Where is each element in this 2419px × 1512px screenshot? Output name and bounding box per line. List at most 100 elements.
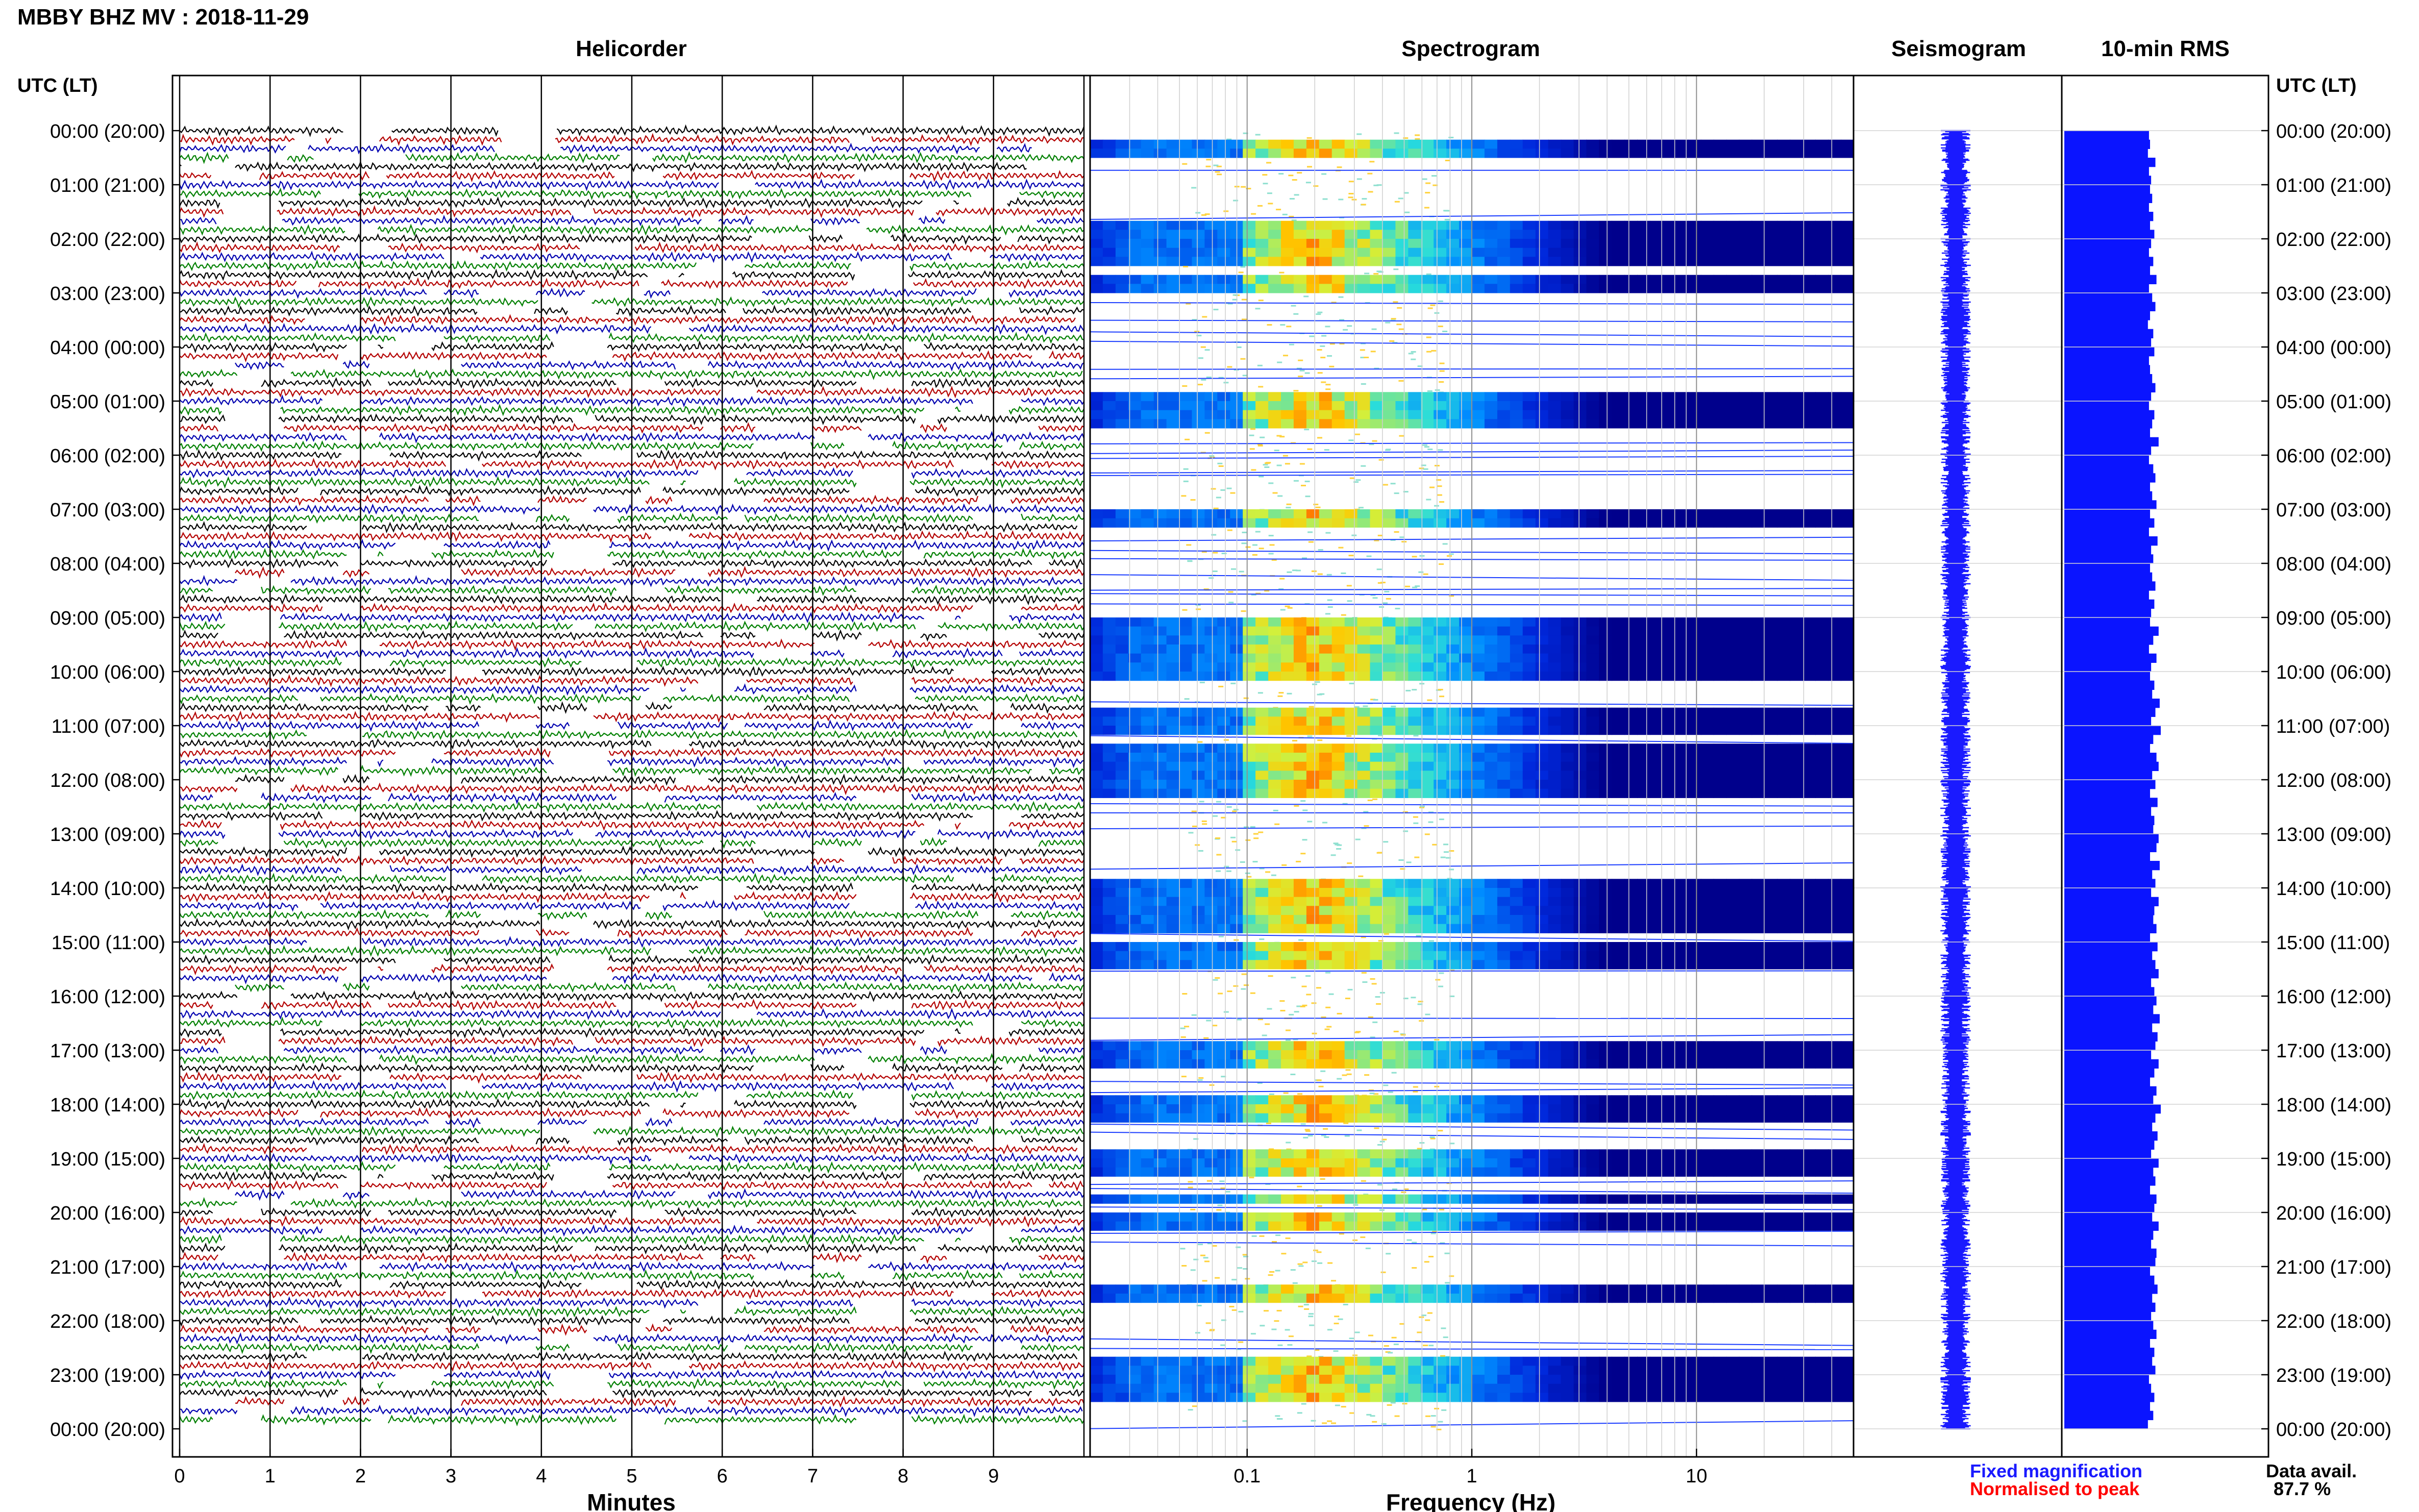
spectrogram-cell [1243, 220, 1256, 230]
spectrogram-cell [1319, 924, 1332, 933]
spectrogram-cell [1217, 247, 1230, 257]
spectrogram-cell [1395, 1104, 1409, 1114]
spectrogram-cell [1153, 1194, 1167, 1204]
spectrogram-speckle [1227, 990, 1232, 993]
spectrogram-cell [1726, 1393, 1740, 1402]
spectrogram-speckle [1287, 607, 1293, 609]
spectrogram-cell [1102, 780, 1116, 789]
spectrogram-speckle [1264, 1310, 1269, 1312]
spectrogram-cell [1713, 239, 1727, 249]
spectrogram-cell [1293, 653, 1307, 663]
spectrogram-cell [1344, 924, 1358, 933]
spectrogram-cell [1815, 788, 1829, 798]
spectrogram-cell [1561, 1095, 1574, 1105]
spectrogram-cell [1357, 518, 1371, 528]
spectrogram-cell [1751, 1041, 1765, 1051]
spectrogram-cell [1688, 230, 1701, 239]
spectrogram-cell [1586, 897, 1600, 906]
spectrogram-cell [1459, 924, 1472, 933]
spectrogram-cell [1357, 672, 1371, 681]
spectrogram-cell [1243, 951, 1256, 960]
spectrogram-cell [1484, 1167, 1498, 1177]
spectrogram-cell [1777, 1104, 1791, 1114]
time-label-left: 20:00 (16:00) [50, 1203, 165, 1224]
spectrogram-cell [1510, 1212, 1523, 1222]
spectrogram-cell [1383, 257, 1396, 266]
spectrogram-cell [1090, 897, 1103, 906]
spectrogram-cell [1751, 247, 1765, 257]
spectrogram-cell [1803, 518, 1816, 528]
spectrogram-cell [1700, 626, 1714, 636]
spectrogram-cell [1459, 1095, 1472, 1105]
spectrogram-speckle [1220, 489, 1226, 491]
spectrogram-cell [1102, 247, 1116, 257]
spectrogram-speckle [1427, 449, 1433, 451]
spectrogram-cell [1166, 392, 1180, 402]
spectrogram-cell [1599, 888, 1612, 898]
spectrogram-cell [1548, 1383, 1562, 1393]
spectrogram-cell [1548, 771, 1562, 780]
spectrogram-cell [1383, 716, 1396, 726]
spectrogram-cell [1344, 788, 1358, 798]
spectrogram-speckle [1403, 192, 1409, 194]
spectrogram-cell [1726, 148, 1740, 158]
spectrogram-cell [1115, 392, 1129, 402]
spectrogram-cell [1815, 653, 1829, 663]
spectrogram-cell [1217, 1356, 1230, 1366]
spectrogram-cell [1281, 1194, 1294, 1204]
spectrogram-cell [1751, 419, 1765, 429]
spectrogram-cell [1319, 1221, 1332, 1231]
spectrogram-cell [1166, 960, 1180, 970]
spectrogram-cell [1803, 951, 1816, 960]
spectrogram-cell [1841, 1149, 1854, 1159]
spectrogram-speckle [1384, 933, 1389, 935]
spectrogram-cell [1624, 230, 1638, 239]
spectrogram-cell [1510, 1113, 1523, 1123]
helicorder-trace [179, 926, 1084, 939]
spectrogram-cell [1472, 879, 1485, 888]
spectrogram-cell [1192, 1393, 1205, 1402]
spectrogram-cell [1102, 284, 1116, 293]
spectrogram-cell [1484, 915, 1498, 925]
spectrogram-cell [1739, 888, 1752, 898]
spectrogram-cell [1522, 1041, 1536, 1051]
spectrogram-cell [1573, 915, 1587, 925]
spectrogram-cell [1179, 672, 1193, 681]
spectrogram-cell [1713, 897, 1727, 906]
spectrogram-cell [1102, 716, 1116, 726]
spectrogram-speckle [1226, 487, 1232, 489]
spectrogram-cell [1370, 626, 1384, 636]
spectrogram-cell [1790, 275, 1803, 284]
spectrogram-cell [1726, 653, 1740, 663]
spectrogram-cell [1675, 1284, 1689, 1294]
rms-bar [2064, 780, 2156, 789]
helicorder-trace [179, 1206, 1084, 1219]
spectrogram-speckle [1415, 134, 1420, 136]
spectrogram-cell [1700, 726, 1714, 735]
spectrogram-cell [1281, 626, 1294, 636]
spectrogram-cell [1841, 1113, 1854, 1123]
spectrogram-cell [1268, 707, 1281, 717]
spectrogram-speckle [1246, 876, 1252, 878]
spectrogram-cell [1331, 780, 1345, 789]
spectrogram-cell [1141, 960, 1154, 970]
spectrogram-speckle [1229, 1306, 1235, 1307]
spectrogram-cell [1166, 1113, 1180, 1123]
spectrogram-cell [1217, 626, 1230, 636]
spectrogram-cell [1713, 1375, 1727, 1384]
spectrogram-speckle [1374, 539, 1379, 541]
spectrogram-cell [1179, 1221, 1193, 1231]
spectrogram-cell [1700, 230, 1714, 239]
spectrogram-cell [1484, 1041, 1498, 1051]
spectrogram-speckle [1429, 1136, 1435, 1138]
spectrogram-cell [1153, 230, 1167, 239]
spectrogram-cell [1497, 1212, 1511, 1222]
spectrogram-speckle [1242, 1420, 1248, 1422]
spectrogram-cell [1535, 788, 1549, 798]
spectrogram-cell [1141, 1041, 1154, 1051]
spectrogram-cell [1331, 743, 1345, 753]
spectrogram-cell [1344, 753, 1358, 762]
spectrogram-cell [1624, 771, 1638, 780]
spectrogram-cell [1535, 1041, 1549, 1051]
spectrogram-speckle [1182, 385, 1188, 387]
